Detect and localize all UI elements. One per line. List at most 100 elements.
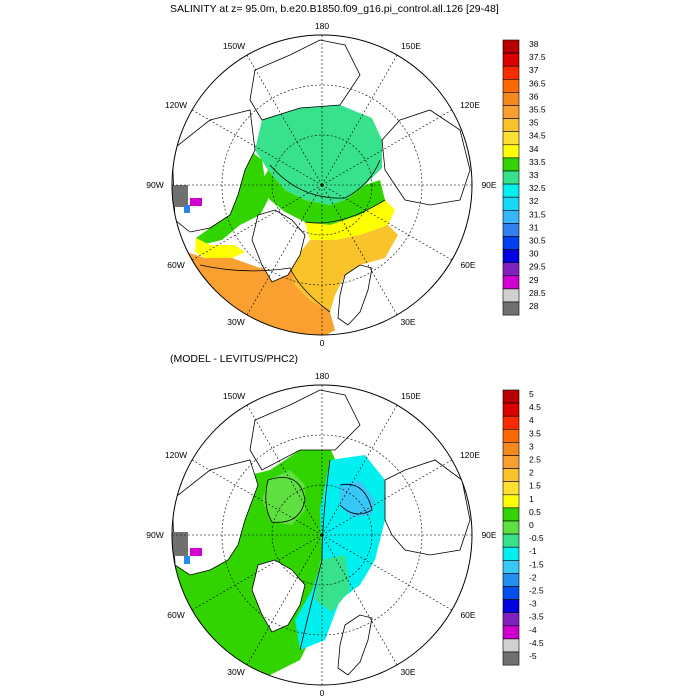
panel2-colorbar-label: -2: [529, 572, 537, 582]
panel1-hudson-magenta: [190, 198, 202, 206]
panel2-colorbar-swatch: [502, 586, 520, 600]
panel1-title: SALINITY at z= 95.0m, b.e20.B1850.f09_g1…: [170, 3, 499, 15]
panel1-contour: [199, 264, 331, 313]
panel1-lon-label: 30W: [227, 317, 244, 327]
panel1-lon-label: 90E: [481, 180, 496, 190]
panel1-colorbar-label: 28.5: [529, 288, 546, 298]
panel1-colorbar-swatch: [502, 249, 520, 264]
panel2-colorbar-swatch: [502, 573, 520, 587]
panel2-lon-label: 150E: [401, 391, 421, 401]
panel2-map: [172, 385, 472, 685]
panel1-colorbar-label: 33.5: [529, 157, 546, 167]
panel1-colorbar-label: 33: [529, 170, 539, 180]
panel1-colorbar-label: 29: [529, 275, 539, 285]
panel1-arctic-basin: [255, 105, 382, 205]
panel2-colorbar-label: 0.5: [529, 507, 541, 517]
panel1-colorbar-label: 31: [529, 222, 539, 232]
panel2-map-border: [171, 384, 473, 686]
panel2-colorbar-label: 3: [529, 441, 534, 451]
panel1-colorbar-swatch: [502, 170, 520, 185]
panel2-colorbar-swatch: [502, 559, 520, 574]
panel2-lon-label: 90E: [481, 530, 496, 540]
panel1-contour: [269, 159, 381, 199]
panel1-hudson-gray: [172, 185, 188, 207]
panel2-colorbar-label: -2.5: [529, 586, 544, 596]
panel1-colorbar-label: 32: [529, 196, 539, 206]
panel2-colorbar-swatch: [502, 402, 520, 417]
panel1-map: [172, 35, 472, 335]
panel1-colorbar-swatch: [502, 131, 520, 146]
panel1-colorbar-label: 34.5: [529, 131, 546, 141]
panel1-colorbar-swatch: [502, 288, 520, 303]
panel2-colorbar-label: 3.5: [529, 428, 541, 438]
panel1-labrador-yellow: [195, 238, 245, 258]
panel1-lon-label: 60W: [167, 260, 184, 270]
panel2-lon-label: 30W: [227, 667, 244, 677]
panel2-teal-zone: [315, 555, 350, 612]
panel2-colorbar-label: 2.5: [529, 455, 541, 465]
panel2-colorbar-swatch: [502, 625, 520, 640]
panel1-colorbar-swatch: [502, 79, 520, 93]
panel2-colorbar-label: -3: [529, 599, 537, 609]
panel2-lon-label: 120W: [165, 450, 187, 460]
panel1-greenland: [251, 209, 306, 283]
panel2-colorbar-swatch: [502, 507, 520, 522]
panel2-colorbar-swatch: [502, 533, 520, 548]
panel1-colorbar-label: 37.5: [529, 52, 546, 62]
panel1-colorbar-swatch: [502, 210, 520, 224]
panel1-colorbar-label: 35: [529, 118, 539, 128]
panel2-lon-label: 60W: [167, 610, 184, 620]
panel2-colorbar-label: 2: [529, 468, 534, 478]
panel2-colorbar-swatch: [502, 468, 520, 483]
panel2-lon-label: 30E: [400, 667, 415, 677]
panel1-colorbar-swatch: [502, 183, 520, 198]
panel1-colorbar-label: 30.5: [529, 236, 546, 246]
panel1-lon-label: 120W: [165, 100, 187, 110]
panel1-lon-label: 0: [320, 338, 325, 348]
panel2-hudson-magenta: [190, 548, 202, 556]
panel2-lon-label: 120E: [460, 450, 480, 460]
panel1-colorbar-label: 31.5: [529, 209, 546, 219]
panel2-colorbar-swatch: [502, 599, 520, 613]
panel2-colorbar-swatch: [502, 389, 520, 404]
panel1-colorbar-label: 32.5: [529, 183, 546, 193]
panel1-colorbar-label: 36: [529, 91, 539, 101]
panel2-colorbar-swatch: [502, 455, 520, 469]
panel2-lon-label: 0: [320, 688, 325, 698]
panel2-beaufort-green: [262, 470, 305, 525]
panel2-colorbar: 5 4.5 4 3.5 3 2.5 2 1.5 1 0.5 0 -0.5 -1 -1.5 -2 -2.5 -3 -…: [502, 389, 544, 666]
panel1-lon-label: 90W: [146, 180, 163, 190]
panel1-lon-label: 30E: [400, 317, 415, 327]
panel1-colorbar-swatch: [502, 52, 520, 67]
panel1-colorbar-swatch: [502, 236, 520, 250]
panel2-colorbar-swatch: [502, 428, 520, 443]
panel2-colorbar-label: -1: [529, 546, 537, 556]
panel1-colorbar-swatch: [502, 223, 520, 237]
panel2-hudson-gray: [172, 532, 188, 556]
panel1-colorbar-label: 28: [529, 301, 539, 311]
panel1-map-border: [171, 34, 473, 336]
panel1-colorbar-swatch: [502, 144, 520, 159]
panel2-colorbar-swatch: [502, 442, 520, 456]
panel1-colorbar-label: 34: [529, 144, 539, 154]
panel2-colorbar-swatch: [502, 651, 520, 666]
panel2-colorbar-label: 4.5: [529, 402, 541, 412]
panel2-colorbar-swatch: [502, 415, 520, 430]
panel2-canada: [172, 459, 259, 576]
panel2-colorbar-label: 4: [529, 415, 534, 425]
panel1-colorbar-swatch: [502, 118, 520, 132]
panel1-colorbar-swatch: [502, 196, 520, 211]
panel2-colorbar-label: -4.5: [529, 638, 544, 648]
panel2-colorbar-swatch: [502, 481, 520, 496]
panel2-colorbar-label: -1.5: [529, 559, 544, 569]
panel2-colorbar-swatch: [502, 638, 520, 653]
panel1-colorbar-label: 30: [529, 249, 539, 259]
panel1-barents-orange: [290, 225, 398, 312]
panel1-colorbar-label: 36.5: [529, 78, 546, 88]
panel2-colorbar-label: 5: [529, 389, 534, 399]
panel2-hudson-blue: [184, 556, 190, 564]
panel1-colorbar: 38 37.5 37 36.5 36 35.5 35 34.5 34 33.5 33 32.5 32 31…: [502, 39, 546, 316]
panel1-colorbar-swatch: [502, 92, 520, 106]
panel1-colorbar-swatch: [502, 262, 520, 277]
